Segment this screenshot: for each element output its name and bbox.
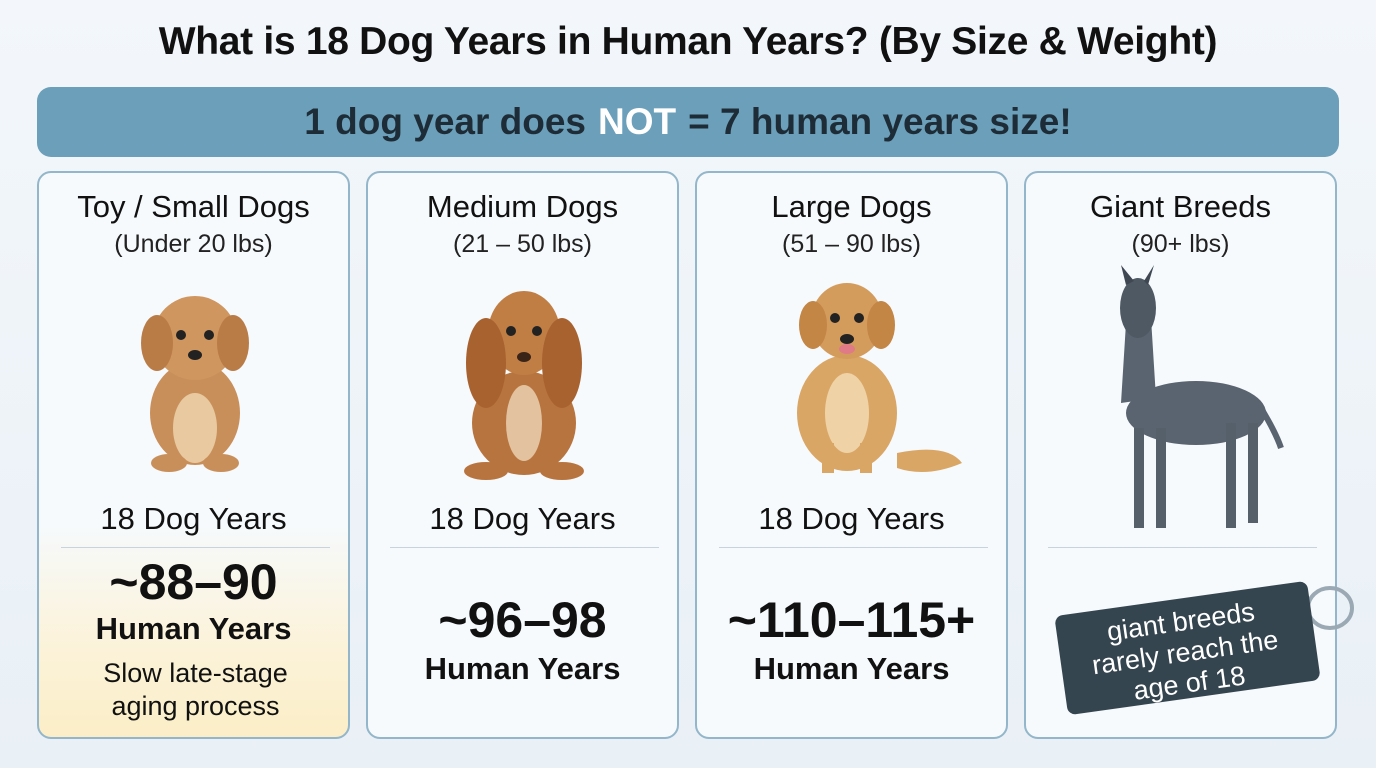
human-value: ~96–98 — [438, 592, 607, 648]
card-weight: (51 – 90 lbs) — [782, 230, 921, 258]
human-value: ~110–115+ — [727, 592, 976, 648]
card-note: Slow late-stage aging process — [103, 658, 288, 721]
card-name: Medium Dogs — [426, 189, 619, 224]
human-label: Human Years — [424, 651, 621, 686]
banner-emphasis: NOT — [598, 101, 677, 142]
card: Toy / Small Dogs (Under 20 lbs) 18 Dog Y… — [37, 171, 350, 739]
dog-years: 18 Dog Years — [429, 501, 616, 536]
card-name: Toy / Small Dogs — [77, 189, 310, 224]
card: Medium Dogs (21 – 50 lbs) 18 Dog Years ~… — [366, 171, 679, 739]
divider — [61, 547, 330, 548]
card-weight: (21 – 50 lbs) — [453, 230, 592, 258]
human-label: Human Years — [95, 611, 292, 646]
banner-text: = 7 human years size! — [688, 101, 1072, 142]
banner-text: 1 dog year does — [304, 101, 587, 142]
divider — [1048, 547, 1317, 548]
human-value: ~88–90 — [109, 554, 278, 610]
card-name: Giant Breeds — [1090, 189, 1271, 224]
dog-illustration — [141, 296, 249, 472]
banner: 1 dog year does NOT = 7 human years size! — [37, 87, 1339, 157]
dog-illustration — [1120, 265, 1284, 528]
dog-years: 18 Dog Years — [100, 501, 287, 536]
dog-illustration — [464, 291, 584, 480]
card-weight: (Under 20 lbs) — [114, 230, 273, 258]
card-name: Large Dogs — [771, 189, 932, 224]
dog-years: 18 Dog Years — [758, 501, 945, 536]
card: Large Dogs (51 – 90 lbs) 18 Dog Years ~1… — [695, 171, 1008, 739]
divider — [390, 547, 659, 548]
title: What is 18 Dog Years in Human Years? (By… — [158, 20, 1218, 63]
divider — [719, 547, 988, 548]
dog-illustration — [797, 283, 962, 473]
human-label: Human Years — [753, 651, 950, 686]
card-weight: (90+ lbs) — [1131, 230, 1230, 258]
